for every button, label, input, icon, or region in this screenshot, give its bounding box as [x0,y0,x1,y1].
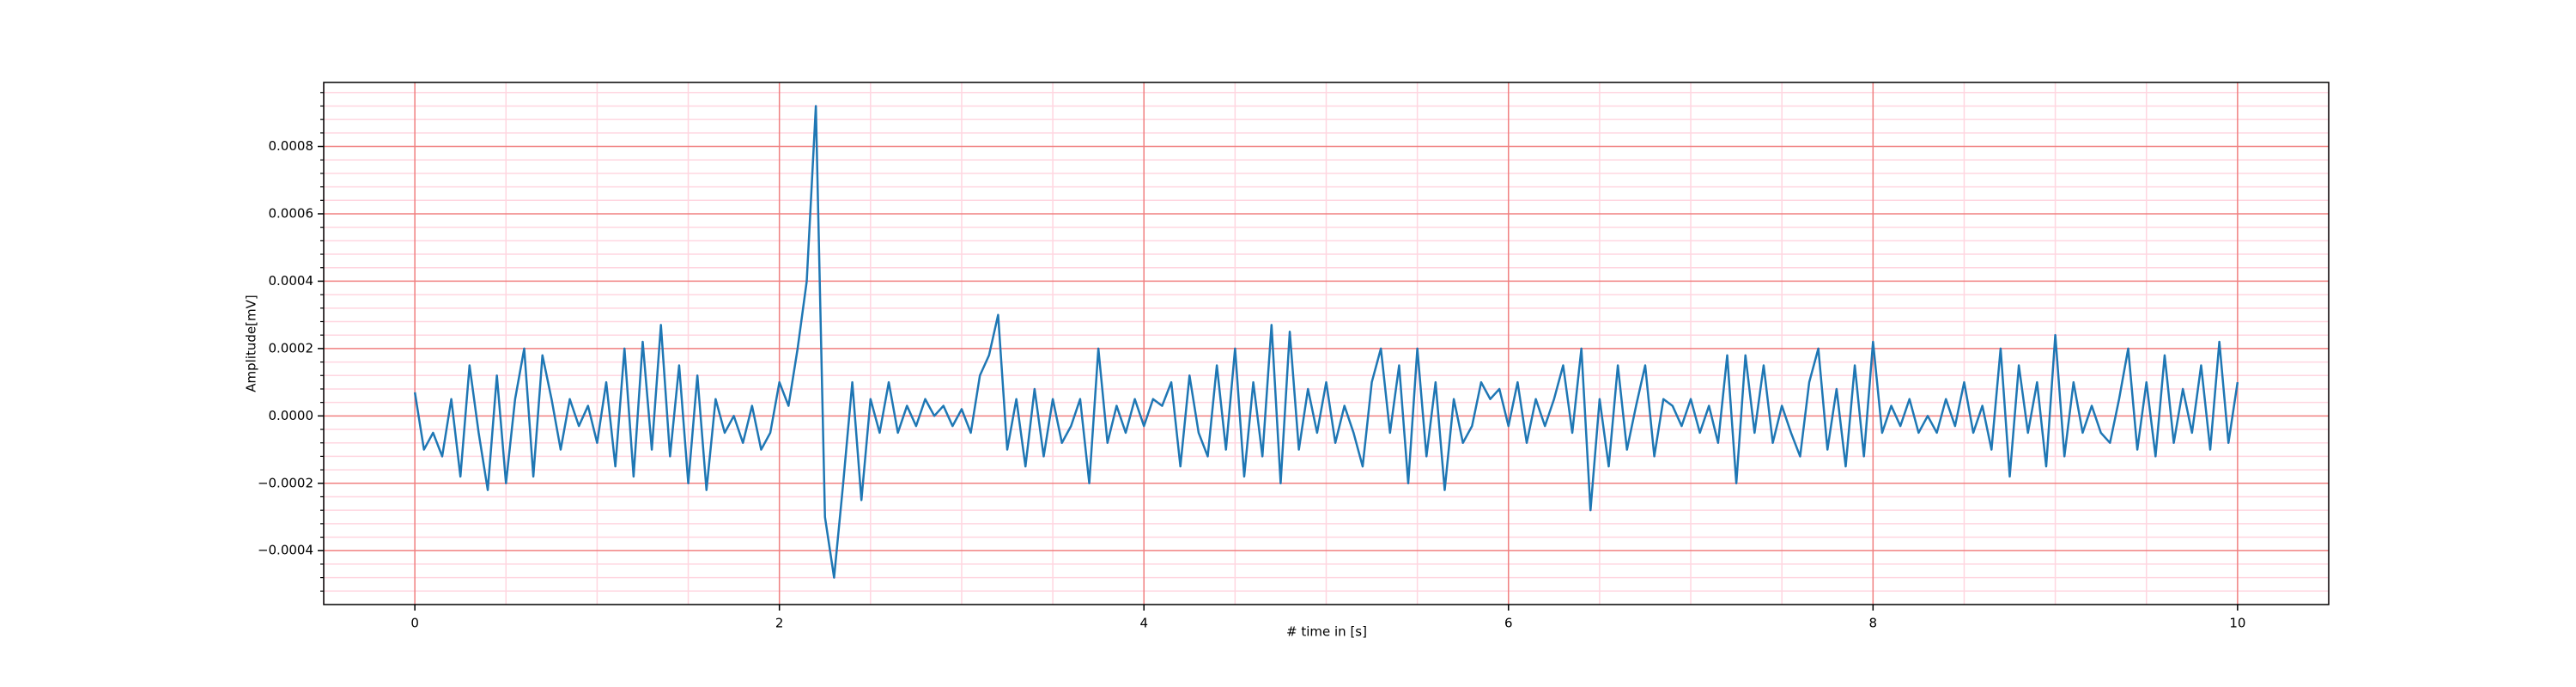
x-axis-label: # time in [s] [1286,624,1367,640]
y-tick-label: 0.0008 [269,138,314,154]
plot-frame [323,82,2330,605]
x-tick-label: 8 [1869,616,1878,631]
y-tick-label: 0.0000 [269,408,314,423]
y-tick-label: −0.0002 [258,475,313,490]
signal-line [413,105,2239,579]
x-tick-label: 4 [1139,616,1148,631]
y-tick-label: 0.0002 [269,340,314,356]
x-tick-label: 10 [2229,616,2245,631]
y-tick-label: −0.0004 [258,543,313,558]
x-tick-label: 0 [410,616,419,631]
y-tick-label: 0.0006 [269,205,314,221]
x-tick-label: 6 [1504,616,1513,631]
y-tick-label: 0.0004 [269,273,314,289]
x-tick-label: 2 [775,616,784,631]
y-axis-label: Amplitude[mV] [244,295,259,392]
